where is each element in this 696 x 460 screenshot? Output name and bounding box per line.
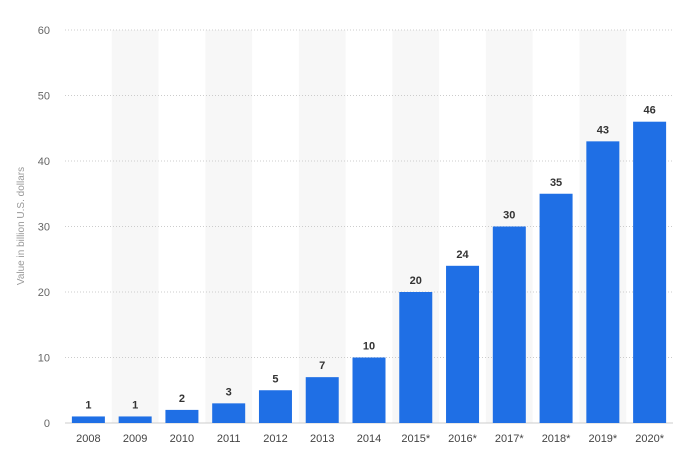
bar-2016: [446, 265, 480, 423]
y-tick-label: 0: [44, 418, 50, 430]
x-tick-label: 2013: [310, 433, 334, 445]
y-tick-label: 50: [38, 91, 50, 103]
x-axis-ticks: 2008 2009 2010 2011 2012 2013 2014 2015* 2016* 20…: [76, 433, 665, 445]
background-band: [205, 30, 253, 423]
x-tick-label: 2019*: [588, 433, 617, 445]
background-band: [111, 30, 159, 423]
bar-2010: [165, 409, 199, 423]
bar-2013: [305, 377, 339, 423]
bar-2009: [118, 416, 152, 423]
y-tick-label: 20: [38, 287, 50, 299]
data-label: 5: [272, 373, 278, 385]
background-band: [298, 30, 346, 423]
data-label: 46: [643, 105, 655, 117]
y-axis-ticks: 0 10 20 30 40 50 60: [38, 25, 50, 430]
data-label: 1: [85, 399, 91, 411]
data-label: 7: [319, 360, 325, 372]
bar-2019: [586, 141, 620, 423]
y-axis-label: Value in billion U.S. dollars: [16, 167, 27, 285]
x-tick-label: 2014: [357, 433, 381, 445]
x-tick-label: 2008: [76, 433, 100, 445]
bar-2017: [492, 226, 526, 423]
y-tick-label: 60: [38, 25, 50, 37]
x-tick-label: 2015*: [401, 433, 430, 445]
bar-2012: [258, 390, 292, 423]
x-tick-label: 2018*: [542, 433, 571, 445]
x-tick-label: 2009: [123, 433, 147, 445]
y-tick-label: 30: [38, 222, 50, 234]
y-tick-label: 40: [38, 156, 50, 168]
y-tick-label: 10: [38, 353, 50, 365]
data-label: 43: [597, 124, 609, 136]
x-tick-label: 2012: [263, 433, 287, 445]
data-label: 30: [503, 210, 515, 222]
x-tick-label: 2020*: [635, 433, 664, 445]
x-tick-label: 2011: [217, 433, 241, 445]
data-label: 3: [226, 386, 232, 398]
x-tick-label: 2017*: [495, 433, 524, 445]
data-label: 1: [132, 399, 138, 411]
bar-2020: [633, 121, 667, 423]
bar-2008: [71, 416, 105, 423]
x-tick-label: 2010: [170, 433, 194, 445]
bar-2015: [399, 292, 433, 423]
data-label: 10: [363, 341, 375, 353]
x-tick-label: 2016*: [448, 433, 477, 445]
data-label: 24: [456, 249, 469, 261]
data-label: 35: [550, 177, 562, 189]
bar-2011: [212, 403, 246, 423]
bar-2018: [539, 193, 573, 423]
data-label: 2: [179, 393, 185, 405]
data-label: 20: [410, 275, 422, 287]
bar-2014: [352, 357, 386, 423]
bars: [71, 121, 667, 423]
